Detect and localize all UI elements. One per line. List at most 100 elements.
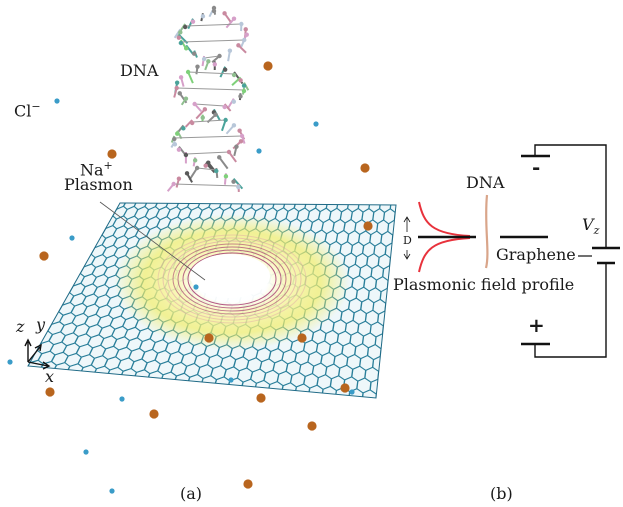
dna-atom xyxy=(231,123,237,128)
chloride-ion xyxy=(7,359,13,365)
dna-atom xyxy=(206,160,211,165)
chloride-ion xyxy=(54,98,60,104)
sodium-ion xyxy=(263,61,273,71)
plasmon-rings xyxy=(157,234,307,324)
dna-base-pair xyxy=(197,167,217,171)
plasmon-ring xyxy=(182,249,282,309)
dna-atom xyxy=(174,80,180,85)
dna-atom xyxy=(239,133,245,139)
dna-atom xyxy=(231,179,236,184)
dna-atom xyxy=(217,155,222,160)
dna-atom xyxy=(234,144,239,149)
chloride-ion xyxy=(256,148,262,154)
dna-atom xyxy=(183,96,189,101)
chloride-ion xyxy=(313,121,319,127)
chloride-ion xyxy=(193,284,199,290)
sodium-ion xyxy=(256,393,266,403)
sodium-ion xyxy=(363,221,373,231)
dna-atom xyxy=(212,62,218,67)
dna-atom xyxy=(171,181,176,187)
dna-atom xyxy=(172,136,177,142)
axis-label-x: x xyxy=(45,367,55,386)
plasmon-core xyxy=(190,254,270,298)
sodium-ion xyxy=(39,251,49,261)
dna-base-pair xyxy=(180,39,245,43)
field-profile-label: Plasmonic field profile xyxy=(393,275,575,294)
axis-triad xyxy=(24,338,51,370)
chloride-ion xyxy=(228,377,234,383)
voltage-label: Vz xyxy=(582,216,599,240)
x-arrow-head xyxy=(42,361,51,370)
dna-atom xyxy=(183,152,189,158)
dna-atom xyxy=(222,67,228,72)
dna-atom xyxy=(201,56,207,62)
dna-atom xyxy=(183,24,188,30)
dna-atom xyxy=(178,75,184,80)
dna-atom xyxy=(223,174,229,179)
chloride-symbol: Cl xyxy=(14,101,32,121)
dna-atom xyxy=(172,142,178,147)
dna-atom xyxy=(226,149,232,155)
dna-atom xyxy=(211,8,217,14)
dna-atom xyxy=(195,64,200,69)
dna-base-pair xyxy=(174,135,243,139)
dna-atom xyxy=(203,163,208,168)
dna-atom xyxy=(206,59,211,64)
dna-atom xyxy=(178,30,183,35)
plasmon-ring xyxy=(162,237,302,321)
dna-atom xyxy=(214,168,219,174)
circuit-wire-bottom xyxy=(534,263,607,358)
dna-base-pair xyxy=(185,151,230,155)
axis-label-y: y xyxy=(36,315,46,334)
dna-atom xyxy=(189,120,195,126)
dna-atom xyxy=(174,85,179,91)
sodium-ion xyxy=(204,333,214,343)
dna-atom xyxy=(237,128,242,133)
sodium-ion xyxy=(307,421,317,431)
dna-strand-schematic xyxy=(484,194,489,269)
d-arrow-bottom xyxy=(403,253,411,260)
dna-base-pair xyxy=(204,55,220,59)
sodium-label: Na+ xyxy=(80,157,113,179)
chloride-ion xyxy=(69,235,75,241)
schematic-dna-label: DNA xyxy=(466,173,505,192)
dna-atom xyxy=(202,107,208,112)
dna-atom xyxy=(200,115,205,120)
dna-atom xyxy=(239,21,244,27)
sodium-ion xyxy=(243,479,253,489)
dna-atom xyxy=(183,46,189,51)
voltage-subscript: z xyxy=(593,224,600,238)
dna-base-pair xyxy=(173,183,239,187)
dna-atom xyxy=(236,43,241,48)
chloride-ion xyxy=(349,389,355,395)
dna-atom xyxy=(217,53,222,59)
dna-base-pair xyxy=(194,103,225,107)
dna-atom xyxy=(241,83,247,88)
dna-atom xyxy=(181,126,186,131)
panel-b-caption: (b) xyxy=(490,484,513,503)
dna-atom xyxy=(241,88,247,94)
dna-atom xyxy=(176,35,182,40)
chloride-ion xyxy=(83,449,89,455)
y-axis-arrow xyxy=(27,346,41,363)
sodium-ion xyxy=(107,149,117,159)
chloride-ion xyxy=(119,396,125,402)
ions xyxy=(7,61,373,494)
dna-atom xyxy=(185,69,191,75)
y-arrow-head xyxy=(34,343,42,352)
dna-base-pair xyxy=(185,23,242,27)
sodium-symbol: Na xyxy=(80,160,104,180)
dna-base-pair xyxy=(176,87,245,91)
plasmon-label: Plasmon xyxy=(64,175,133,194)
chloride-label: Cl− xyxy=(14,98,41,120)
panel-b-schematic xyxy=(403,144,620,358)
plasmon-ring xyxy=(187,252,277,306)
dna-atom xyxy=(231,99,237,104)
plasmon-ring xyxy=(167,240,297,318)
dna-atom xyxy=(192,51,197,56)
dna-atom xyxy=(178,40,184,46)
dna-atom xyxy=(242,37,247,43)
panel-a-caption: (a) xyxy=(180,484,203,503)
dna-bond xyxy=(188,167,198,181)
dna-label: DNA xyxy=(120,61,159,80)
